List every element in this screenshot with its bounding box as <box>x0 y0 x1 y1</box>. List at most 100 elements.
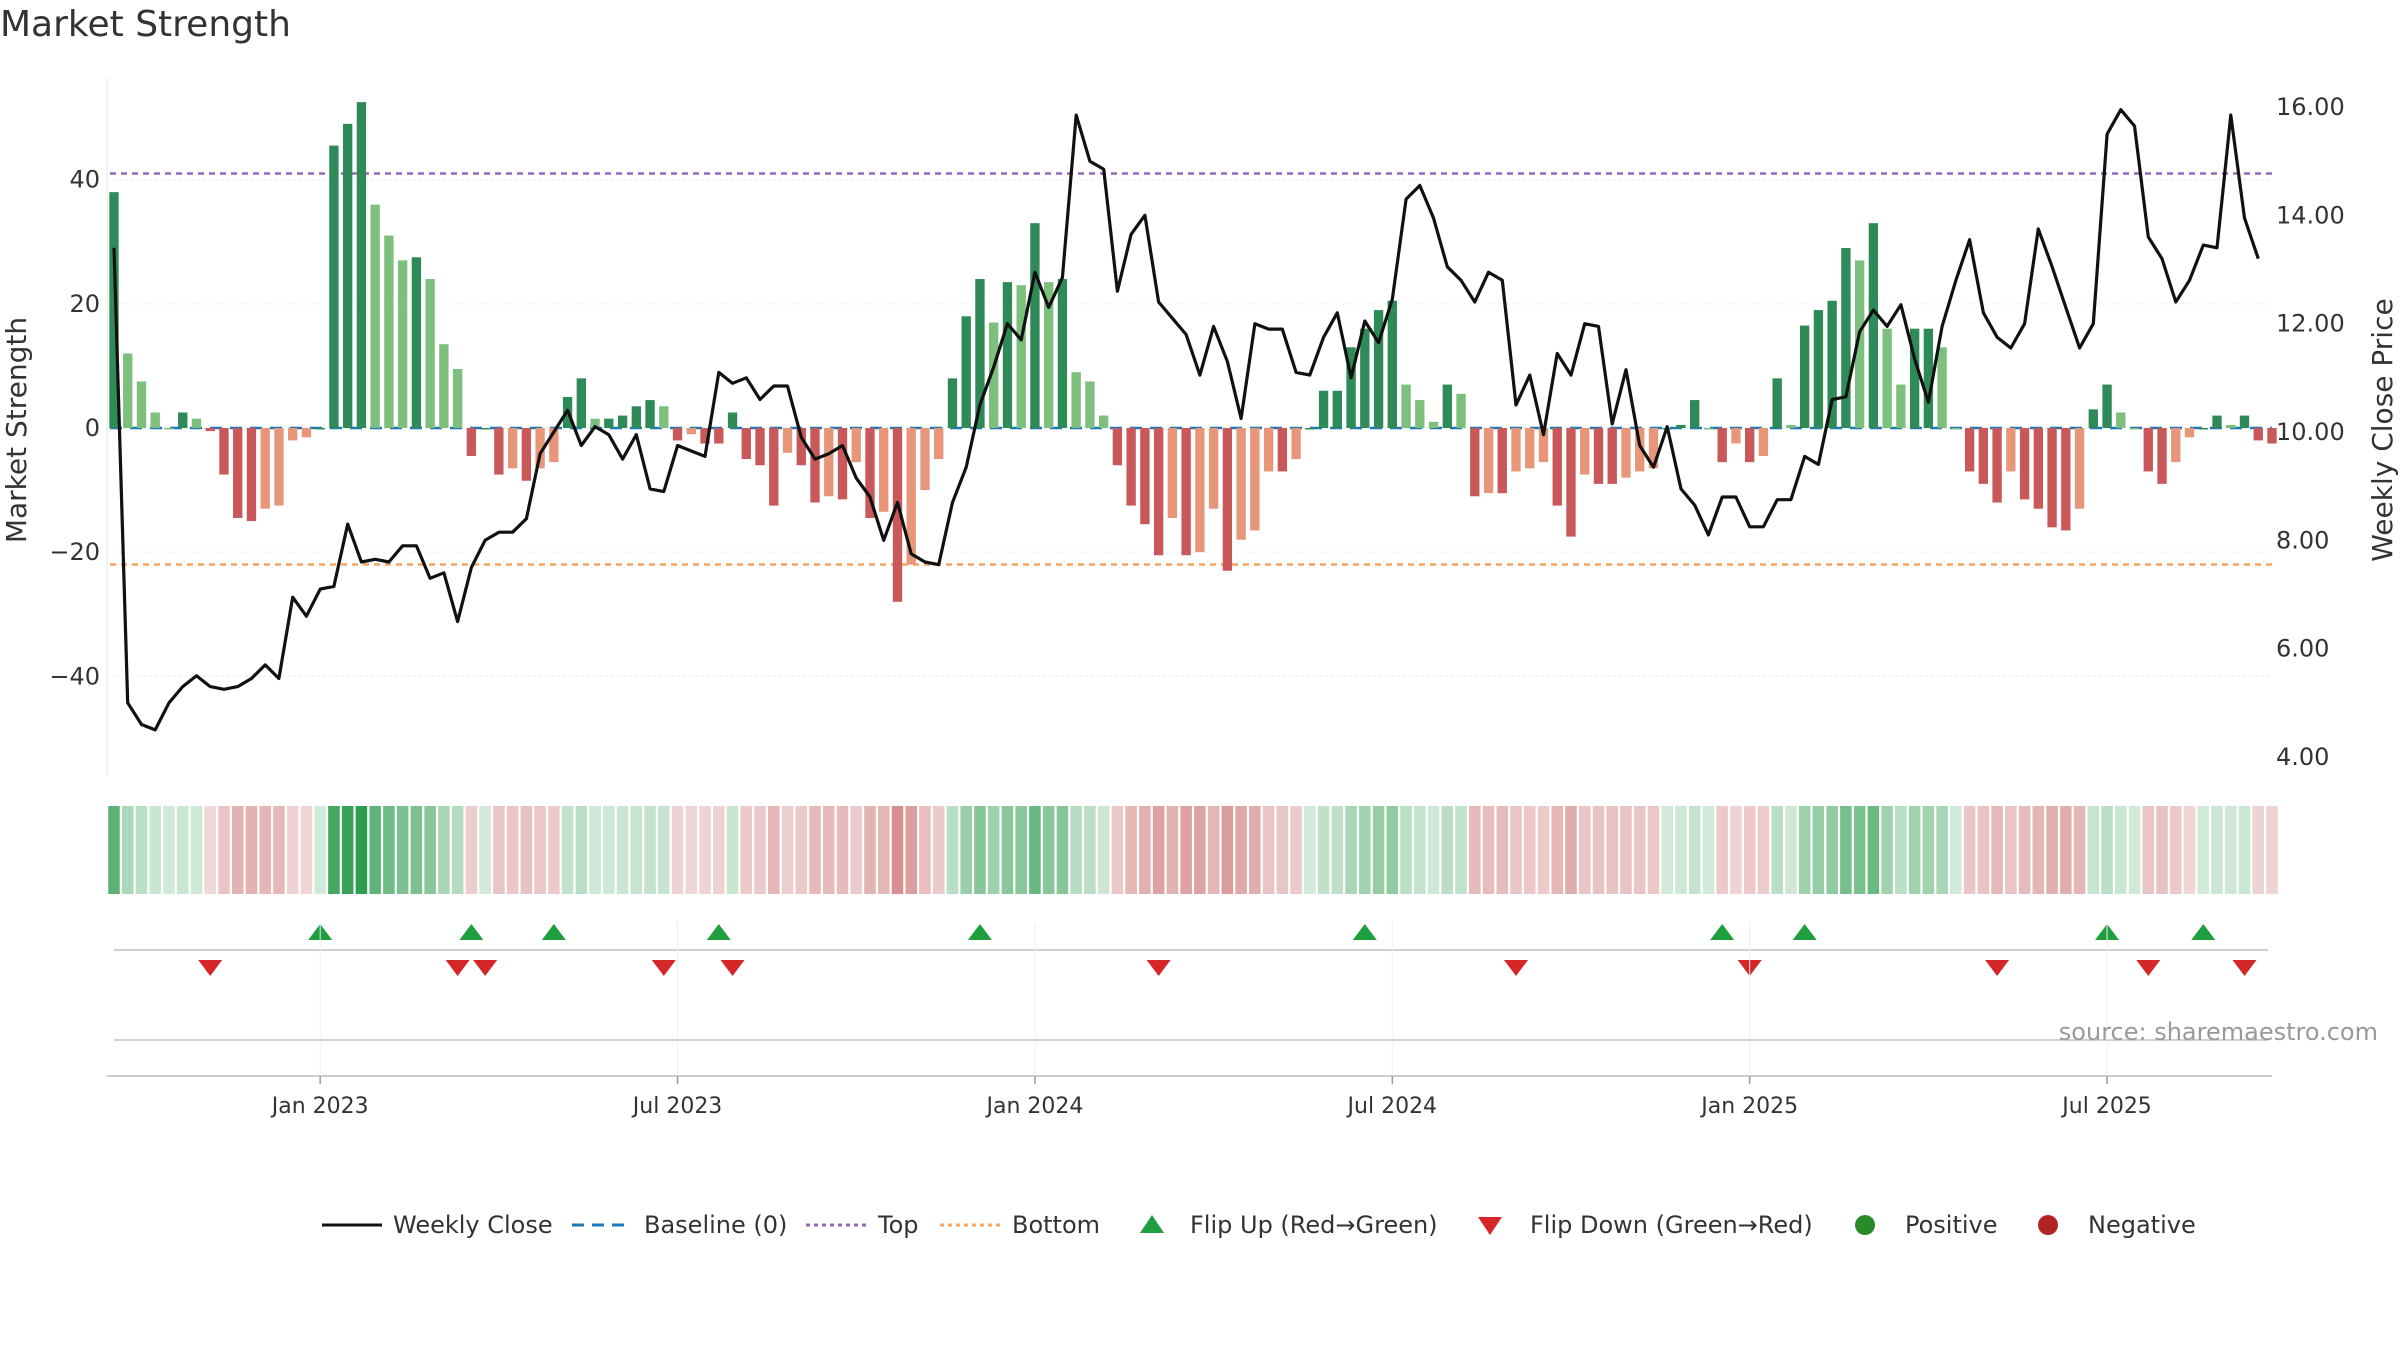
legend-negative-swatch <box>2038 1215 2058 1235</box>
x-tick-label: Jul 2025 <box>2060 1094 2152 1119</box>
heat-cell <box>1207 806 1220 894</box>
strength-bar <box>1222 428 1233 571</box>
heat-cell <box>974 806 986 894</box>
heat-cell <box>589 806 601 894</box>
strength-bar <box>1497 428 1507 494</box>
heat-cell <box>850 806 863 894</box>
heat-cell <box>1523 806 1536 894</box>
heat-cell <box>1798 806 1811 894</box>
strength-heat-strip <box>108 806 2278 894</box>
flip-down-marker <box>445 960 470 976</box>
heat-cell <box>1565 806 1577 894</box>
heat-cell <box>960 806 972 894</box>
flip-up-marker <box>1710 924 1735 940</box>
heat-cell <box>1194 806 1206 894</box>
strength-bar <box>480 428 490 430</box>
left-axis-ticks: 40 20 0 −20 −40 <box>49 166 100 691</box>
strength-bar <box>1250 428 1260 531</box>
heat-cell <box>1922 806 1935 894</box>
heat-cell <box>204 806 216 894</box>
x-tick-label: Jul 2024 <box>1346 1094 1438 1119</box>
legend-flip-up-swatch <box>1140 1215 1164 1233</box>
strength-bar <box>1552 428 1562 506</box>
strength-bar <box>342 123 353 429</box>
heat-cell <box>1730 806 1742 894</box>
heat-cell <box>1345 806 1357 894</box>
heat-cell <box>2128 806 2141 894</box>
legend-positive-swatch <box>1855 1215 1875 1235</box>
heat-cell <box>1400 806 1412 894</box>
strength-bar <box>672 428 683 441</box>
heat-cell <box>1317 806 1330 894</box>
strength-bar <box>452 369 463 428</box>
strength-bar <box>356 102 367 428</box>
heat-cell <box>1125 806 1137 894</box>
strength-bar <box>1181 428 1191 556</box>
strength-bar <box>2171 428 2181 463</box>
strength-bar <box>700 428 710 444</box>
strength-bar <box>947 378 958 428</box>
strength-bar <box>1580 428 1590 475</box>
heat-cell <box>1482 806 1495 894</box>
strength-bar <box>494 428 504 475</box>
strength-bar <box>1057 279 1068 428</box>
right-tick-label: 12.00 <box>2276 310 2345 338</box>
right-axis-label: Weekly Close Price <box>2366 298 2399 561</box>
heat-cell <box>1743 806 1756 894</box>
strength-bar <box>123 353 133 428</box>
strength-bar <box>2198 428 2208 430</box>
heat-cell <box>2060 806 2072 894</box>
flip-up-marker <box>2191 924 2216 940</box>
heat-cell <box>176 806 189 894</box>
heat-cell <box>987 806 1000 894</box>
heat-cell <box>1661 806 1673 894</box>
strength-bar <box>260 428 270 509</box>
right-axis-ticks: 16.00 14.00 12.00 10.00 8.00 6.00 4.00 <box>2276 93 2345 771</box>
heat-cell <box>2087 806 2100 894</box>
strength-bar <box>1291 428 1301 460</box>
legend-label: Negative <box>2088 1211 2196 1239</box>
flip-up-marker <box>1352 924 1377 940</box>
heat-cell <box>231 806 244 894</box>
strength-bar <box>1401 384 1411 428</box>
strength-bar <box>1621 428 1631 478</box>
strength-bar <box>1854 260 1865 428</box>
strength-bar <box>1703 428 1714 430</box>
flip-down-marker <box>473 960 498 976</box>
heat-cell <box>740 806 753 894</box>
strength-bar <box>288 428 298 441</box>
strength-bar <box>659 406 669 428</box>
strength-bar <box>397 260 408 428</box>
x-tick-label: Jan 2025 <box>1699 1094 1798 1119</box>
strength-bar <box>2143 428 2153 472</box>
strength-bar <box>1305 428 1315 430</box>
left-tick-label: −20 <box>49 538 100 566</box>
legend-label: Positive <box>1905 1211 1998 1239</box>
flip-down-marker <box>1504 960 1529 976</box>
strength-bar <box>384 235 394 428</box>
heat-cell <box>300 806 313 894</box>
heat-cell <box>685 806 698 894</box>
strength-bar <box>782 428 793 453</box>
strength-bar <box>810 428 820 503</box>
strength-bar <box>2006 428 2016 472</box>
strength-bar <box>1483 428 1494 494</box>
strength-bar <box>411 257 422 428</box>
strength-bar <box>714 428 724 444</box>
strength-bar <box>741 428 751 460</box>
legend-label: Bottom <box>1012 1211 1100 1239</box>
heat-cell <box>754 806 766 894</box>
strength-bar <box>617 415 628 428</box>
heat-cell <box>2238 806 2251 894</box>
strength-bar <box>1813 310 1824 428</box>
heat-cell <box>1290 806 1302 894</box>
heat-cell <box>451 806 464 894</box>
strength-bar <box>1346 347 1356 428</box>
heat-cell <box>1881 806 1893 894</box>
source-note: source: sharemaestro.com <box>2059 1018 2378 1046</box>
heat-cell <box>355 806 368 894</box>
strength-bar <box>2102 384 2112 428</box>
strength-bar <box>246 428 257 522</box>
strength-bar <box>2129 428 2140 430</box>
strength-bar <box>521 428 532 481</box>
